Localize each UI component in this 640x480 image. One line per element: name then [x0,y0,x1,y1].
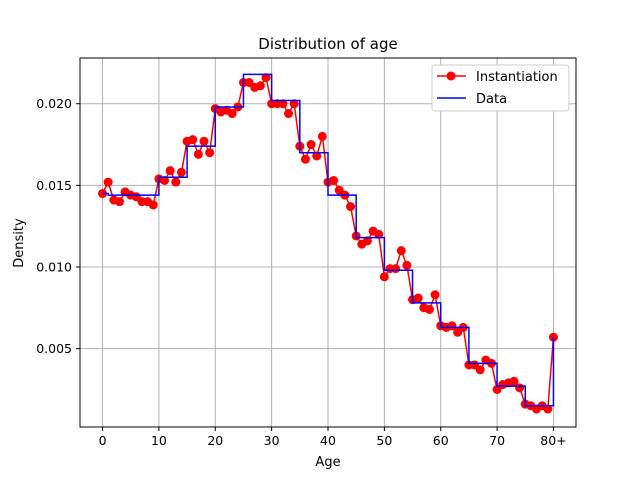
data-point [346,202,356,212]
data-point [306,140,316,150]
data-point [509,376,519,386]
x-axis-label: Age [315,455,340,470]
data-point [255,81,265,91]
y-tick-label: 0.015 [36,178,72,193]
x-tick-label: 30 [264,433,280,448]
data-point [289,99,299,109]
x-tick-label: 70 [489,433,505,448]
data-point [300,154,310,164]
legend-box [431,64,570,112]
legend: Instantiation Data [431,64,570,112]
data-point [103,177,113,187]
data-point [227,109,237,119]
data-point [391,264,401,274]
x-tick-label: 60 [433,433,449,448]
data-point [193,149,203,159]
data-point [317,131,327,141]
y-tick-label: 0.005 [36,341,72,356]
data-point [413,293,423,303]
data-point [379,272,389,282]
data-point [188,135,198,145]
y-tick-label: 0.010 [36,259,72,274]
data-point [176,167,186,177]
data-point [160,175,170,185]
data-point [278,99,288,109]
legend-marker-instantiation [446,71,456,81]
data-point [165,166,175,176]
data-point [114,197,124,207]
data-point [374,229,384,239]
x-tick-label: 0 [99,433,107,448]
chart-title: Distribution of age [258,35,397,53]
data-point [284,109,294,119]
data-point [171,177,181,187]
data-point [396,246,406,256]
y-tick-label: 0.020 [36,96,72,111]
series-data [102,73,555,407]
data-point [543,404,553,414]
data-point [362,236,372,246]
y-axis-label: Density [12,218,27,268]
data-point [329,175,339,185]
data-point [205,148,215,158]
data-point [148,200,158,210]
data-point [199,136,209,146]
x-axis: 0 10 20 30 40 50 60 70 80+ [99,427,567,448]
x-tick-label: 80+ [540,433,566,448]
data-point [430,290,440,300]
x-tick-label: 20 [207,433,223,448]
x-tick-label: 10 [151,433,167,448]
y-axis: 0.005 0.010 0.015 0.020 [36,96,80,356]
data-point [424,304,434,314]
data-point [261,73,271,83]
legend-label-instantiation: Instantiation [476,70,558,85]
data-point [515,383,525,393]
series-line-data [102,73,555,407]
data-point [475,365,485,375]
legend-label-data: Data [476,92,507,107]
x-tick-label: 40 [320,433,336,448]
data-point [402,260,412,270]
series-layer [98,73,558,414]
data-point [312,151,322,161]
x-tick-label: 50 [376,433,392,448]
